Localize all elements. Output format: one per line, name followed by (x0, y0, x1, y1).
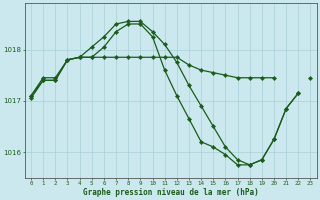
X-axis label: Graphe pression niveau de la mer (hPa): Graphe pression niveau de la mer (hPa) (83, 188, 259, 197)
